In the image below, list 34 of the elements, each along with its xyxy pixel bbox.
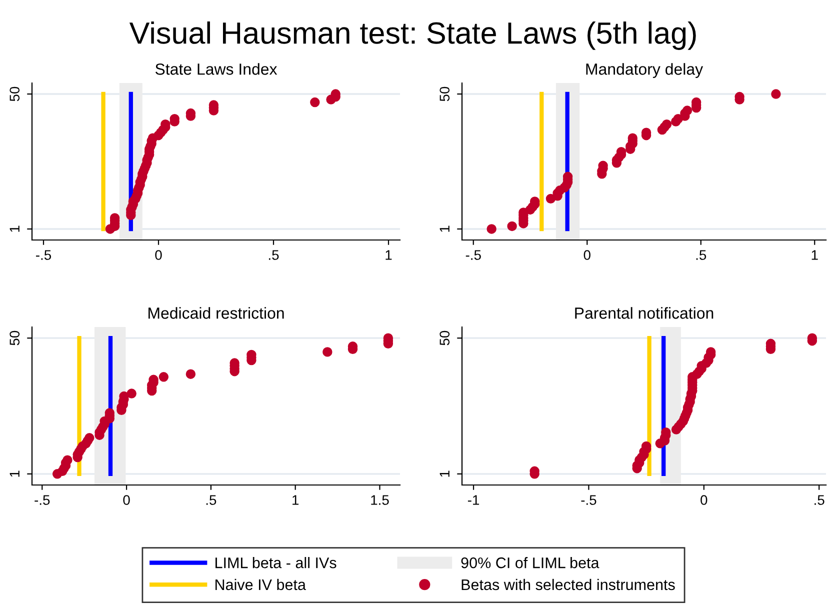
y-tick-label: 50 xyxy=(440,86,450,102)
x-tick-label: 0 xyxy=(155,250,162,260)
chart-title: Parental notification xyxy=(575,307,714,319)
x-tick-label: -1 xyxy=(468,495,480,505)
text: Visual Hausman test: State Laws (5th lag) xyxy=(129,21,696,50)
legend-label: Naive IV beta xyxy=(216,578,306,590)
x-tick-label: -.5 xyxy=(581,495,596,505)
y-tick-label: 1 xyxy=(440,226,450,232)
y-tick-label: 50 xyxy=(440,330,450,346)
x-tick-label: .5 xyxy=(814,495,824,505)
y-tick-label: 1 xyxy=(440,470,450,477)
x-tick-label: 1.5 xyxy=(371,495,389,505)
chart-title: Mandatory delay xyxy=(586,63,704,78)
y-tick-label: 1 xyxy=(10,470,20,477)
y-tick-label: 1 xyxy=(10,226,20,232)
x-tick-label: .5 xyxy=(206,495,216,505)
x-tick-label: -.5 xyxy=(466,250,481,260)
y-tick-label: 50 xyxy=(10,86,20,102)
x-tick-label: 1 xyxy=(386,250,392,260)
x-tick-label: 0 xyxy=(123,495,130,505)
x-tick-label: .5 xyxy=(268,250,279,260)
legend-label: LIML beta - all IVs xyxy=(216,557,336,568)
chart-title: State Laws Index xyxy=(155,63,278,75)
y-tick-label: 50 xyxy=(10,330,20,346)
legend-label: Betas with selected instruments xyxy=(462,578,675,590)
legend-label: 90% CI of LIML beta xyxy=(461,557,600,568)
x-tick-label: 1 xyxy=(812,250,818,260)
x-tick-label: 0 xyxy=(584,250,590,260)
x-tick-label: 0 xyxy=(700,495,708,505)
x-tick-label: -.5 xyxy=(34,495,50,505)
x-tick-label: .5 xyxy=(696,250,706,260)
x-tick-label: 1 xyxy=(292,495,299,505)
chart-title: Medicaid restriction xyxy=(148,307,284,319)
x-tick-label: -.5 xyxy=(36,250,52,260)
